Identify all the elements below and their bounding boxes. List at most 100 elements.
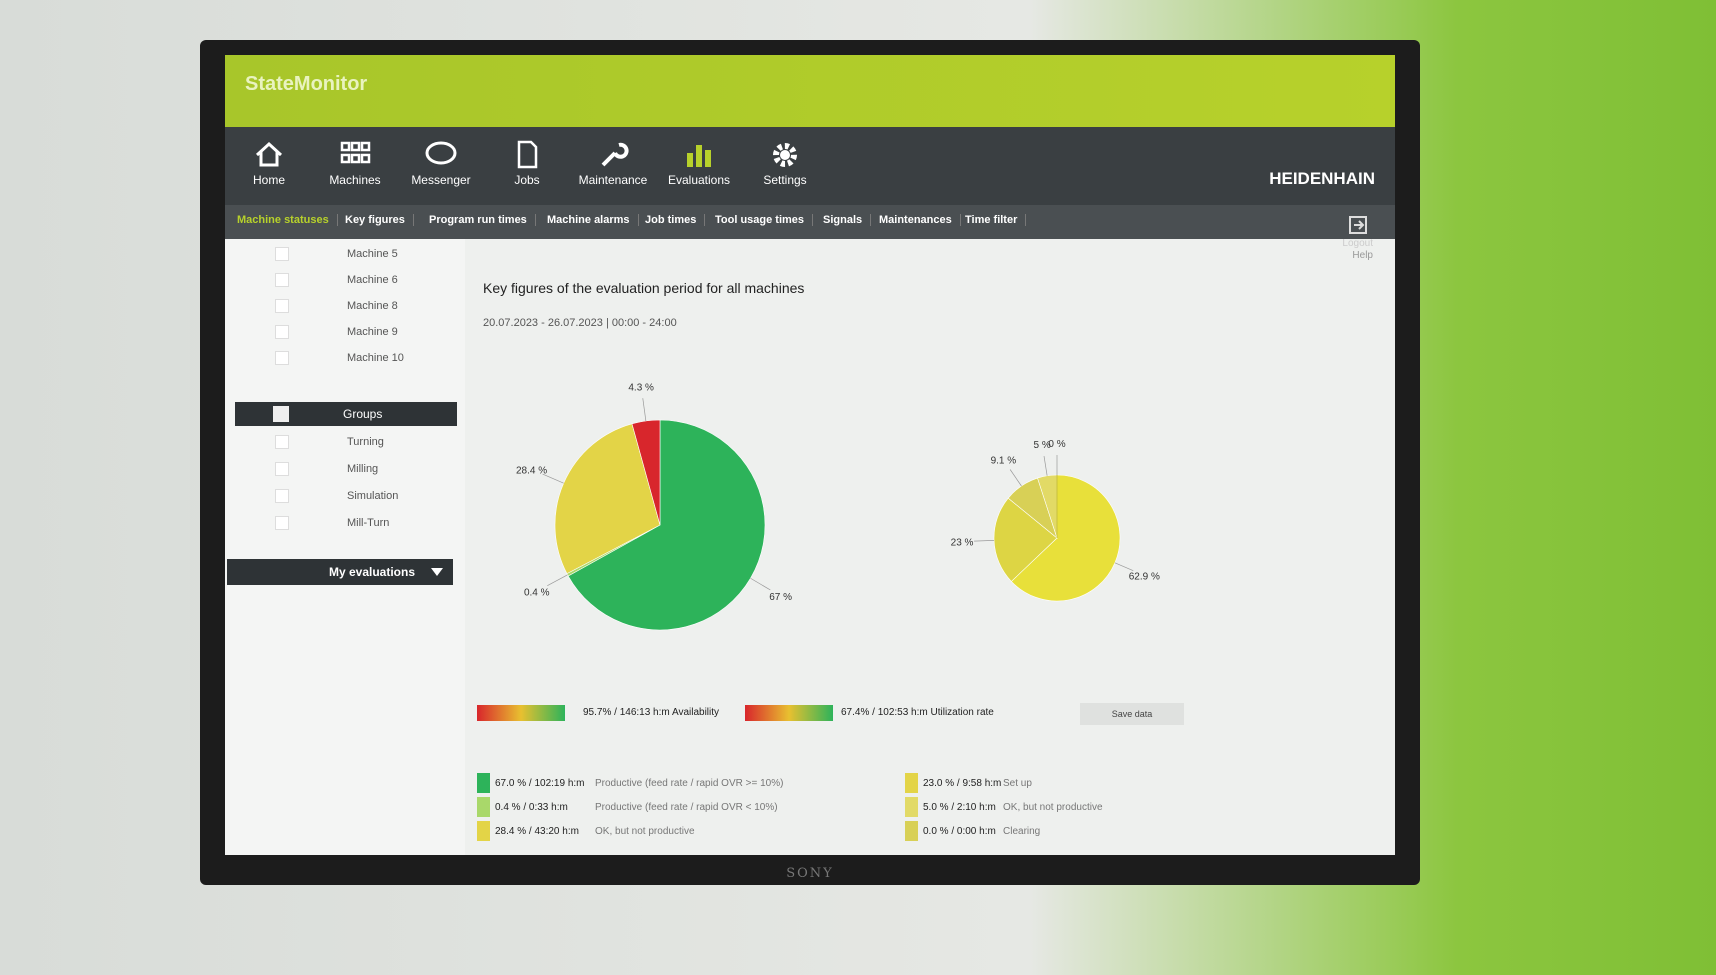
nav-label: Home <box>252 173 285 187</box>
checkbox[interactable] <box>275 351 289 365</box>
nav-icon <box>601 142 629 167</box>
legend-row: 5.0 % / 2:10 h:m OK, but not productive <box>905 797 1305 819</box>
legend-label: Productive (feed rate / rapid OVR < 10%) <box>595 802 778 813</box>
nav-icon <box>773 143 797 167</box>
slice-label: 67 % <box>769 592 792 603</box>
tab[interactable]: Machine alarms <box>539 214 639 226</box>
dropdown-arrow <box>431 568 443 582</box>
leader-line <box>1009 469 1022 487</box>
list-row[interactable]: Milling <box>235 458 455 482</box>
checkbox[interactable] <box>275 325 289 339</box>
pie-slice <box>567 419 766 631</box>
legend-label: Productive (feed rate / rapid OVR >= 10%… <box>595 778 784 789</box>
utilization: 67.4% / 102:53 h:m Utilization rate <box>841 707 994 718</box>
legend-swatch <box>905 773 918 793</box>
row-label: Machine 8 <box>347 300 398 312</box>
leader-line <box>974 540 995 542</box>
nav-icon <box>255 141 283 167</box>
slice-label: 23 % <box>951 538 974 549</box>
list-row[interactable]: Machine 8 <box>235 295 455 319</box>
nav-item[interactable]: Machines <box>311 139 399 187</box>
pie-slice <box>993 497 1058 582</box>
leader-line <box>642 398 647 422</box>
slice-label: 0 % <box>1048 439 1065 450</box>
tab[interactable]: Time filter <box>957 214 1027 226</box>
nav-icon <box>340 141 371 164</box>
monitor-brand: SONY <box>786 866 834 881</box>
list-row[interactable]: Machine 6 <box>235 269 455 293</box>
nav-bar: HEIDENHAIN Home Machines Messenger Jobs Maint… <box>225 127 1395 205</box>
list-row[interactable]: Mill-Turn <box>235 512 455 536</box>
legend-row: 23.0 % / 9:58 h:m Set up <box>905 773 1305 795</box>
logout-button[interactable]: Logout <box>1342 215 1373 249</box>
main-title: Key figures of the evaluation period for… <box>483 280 805 296</box>
nav-item[interactable]: Evaluations <box>655 139 743 187</box>
groups-header[interactable]: Groups <box>235 402 457 426</box>
legend-swatch <box>905 821 918 841</box>
nav-icon <box>687 145 711 167</box>
list-row[interactable]: Machine 10 <box>235 347 455 371</box>
list-row[interactable]: Turning <box>235 431 455 455</box>
logout-icon <box>1348 216 1367 234</box>
nav-label: Settings <box>763 173 807 187</box>
sidebar: Groups My evaluations Machine 5 Machine 6… <box>225 239 465 855</box>
legend-label: Set up <box>1003 778 1032 789</box>
logout-label: Logout <box>1342 238 1373 249</box>
tab[interactable]: Signals <box>815 214 872 226</box>
tab[interactable]: Machine statuses <box>229 214 338 226</box>
availability-gauge <box>477 705 565 721</box>
tab[interactable]: Job times <box>637 214 706 226</box>
slice-label: 4.3 % <box>628 382 654 393</box>
checkbox[interactable] <box>275 273 289 287</box>
tab[interactable]: Key figures <box>337 214 414 226</box>
checkbox[interactable] <box>275 462 289 476</box>
list-row[interactable]: Machine 9 <box>235 321 455 345</box>
row-label: Machine 10 <box>347 352 404 364</box>
list-row[interactable]: Machine 5 <box>235 243 455 267</box>
checkbox[interactable] <box>275 299 289 313</box>
utilization-gauge <box>745 705 833 721</box>
my-evaluations[interactable]: My evaluations <box>227 559 453 585</box>
checkbox[interactable] <box>273 406 289 422</box>
nav-label: Maintenance <box>578 173 648 187</box>
legend-value: 5.0 % / 2:10 h:m <box>923 802 996 813</box>
nav-label: Messenger <box>411 173 471 187</box>
nav-icon <box>425 141 457 165</box>
checkbox[interactable] <box>275 247 289 261</box>
tab[interactable]: Maintenances <box>871 214 961 226</box>
nav-item[interactable]: Messenger <box>397 139 485 187</box>
checkbox[interactable] <box>275 489 289 503</box>
legend-label: Clearing <box>1003 826 1041 837</box>
row-label: Milling <box>347 463 379 475</box>
leader-line <box>1114 562 1134 572</box>
row-label: Machine 5 <box>347 248 398 260</box>
checkbox[interactable] <box>275 516 289 530</box>
nav-item[interactable]: Settings <box>741 139 829 187</box>
legend-value: 23.0 % / 9:58 h:m <box>923 778 1002 789</box>
help-link[interactable]: Help <box>1352 250 1373 261</box>
slice-label: 28.4 % <box>516 465 547 476</box>
checkbox[interactable] <box>275 435 289 449</box>
nav-label: Jobs <box>514 173 540 187</box>
legend-value: 28.4 % / 43:20 h:m <box>495 826 579 837</box>
slice-label: 5 % <box>1034 440 1051 451</box>
legend-label: OK, but not productive <box>1003 802 1103 813</box>
legend-row: 28.4 % / 43:20 h:m OK, but not productive <box>477 821 877 843</box>
screen: StateMonitor HEIDENHAIN Home Machines Messe… <box>225 55 1395 855</box>
list-row[interactable]: Simulation <box>235 485 455 509</box>
leader-line <box>750 577 771 591</box>
save-button[interactable]: Save data <box>1080 703 1184 725</box>
nav-icon <box>517 140 538 169</box>
period: 20.07.2023 - 26.07.2023 | 00:00 - 24:00 <box>483 317 677 329</box>
brand: HEIDENHAIN <box>1269 169 1375 188</box>
leader-line <box>1043 455 1048 476</box>
nav-item[interactable]: Jobs <box>483 139 571 187</box>
nav-item[interactable]: Home <box>225 139 313 187</box>
nav-item[interactable]: Maintenance <box>569 139 657 187</box>
leader-line <box>547 574 568 587</box>
tab[interactable]: Tool usage times <box>707 214 814 226</box>
legend-row: 67.0 % / 102:19 h:m Productive (feed rate… <box>477 773 877 795</box>
legend-value: 0.0 % / 0:00 h:m <box>923 826 996 837</box>
tab[interactable]: Program run times <box>421 214 536 226</box>
slice-label: 9.1 % <box>991 456 1017 467</box>
